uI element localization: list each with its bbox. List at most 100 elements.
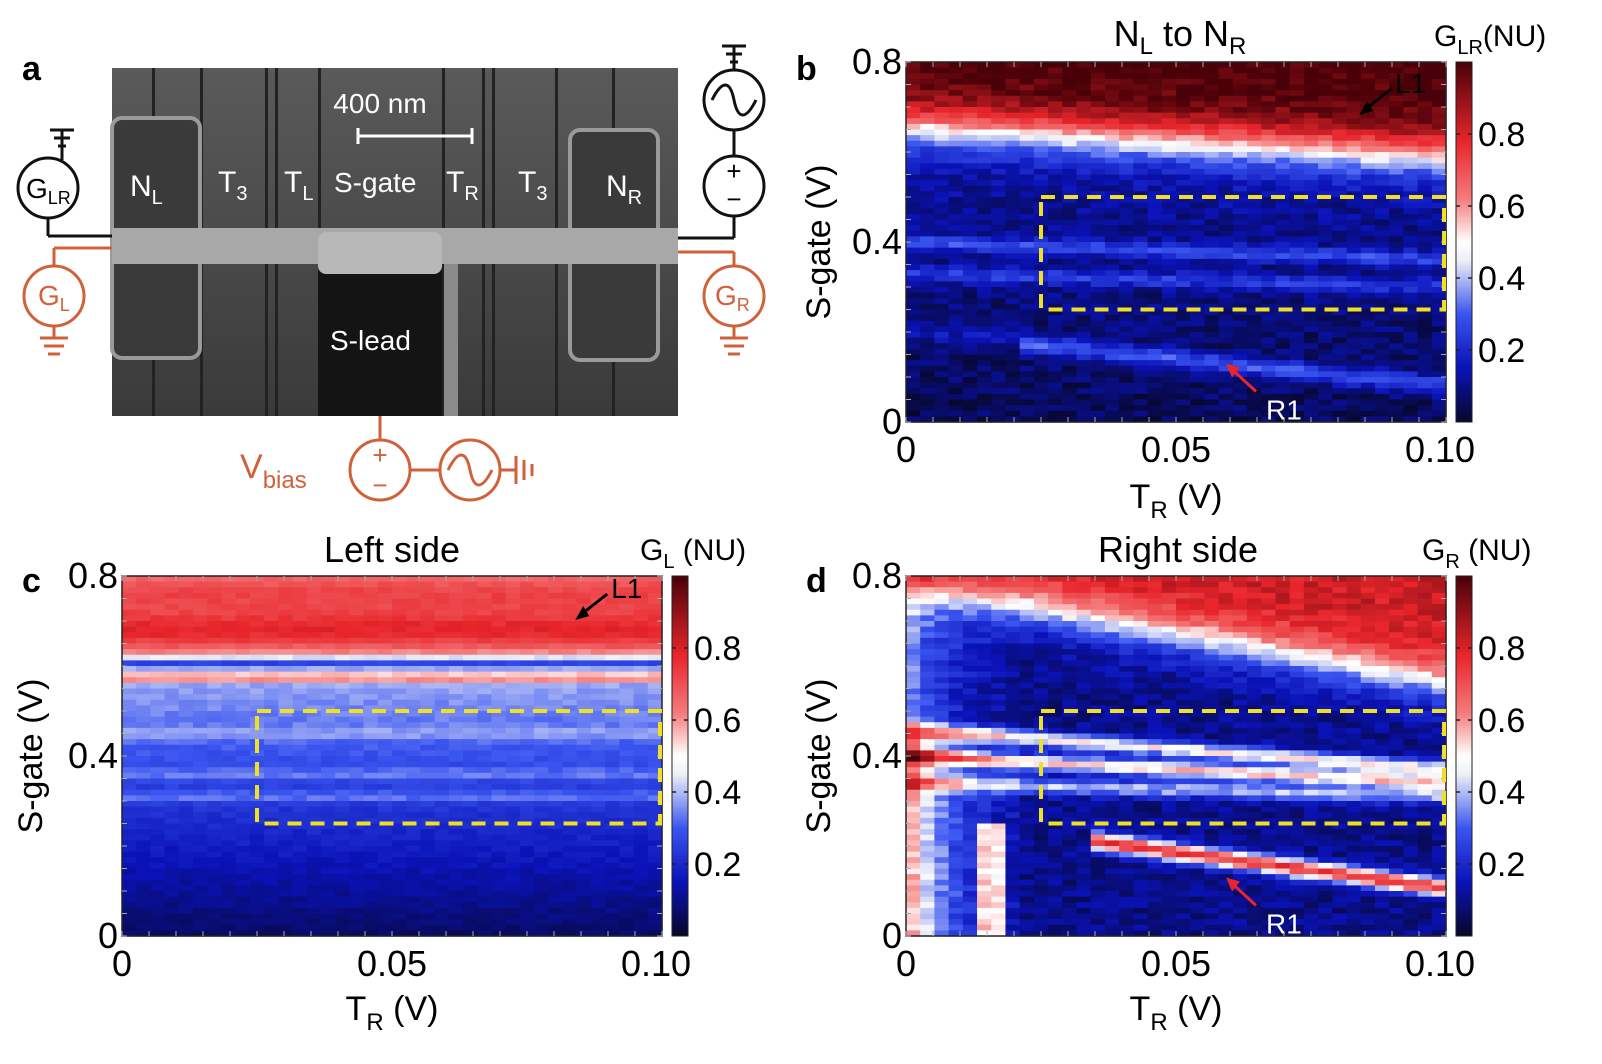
heatmap-cell	[562, 699, 578, 706]
heatmap-cell	[1147, 140, 1163, 147]
heatmap-cell	[292, 919, 308, 926]
heatmap-cell	[619, 750, 635, 757]
heatmap-cell	[1147, 129, 1163, 136]
heatmap-cell	[264, 896, 279, 903]
heatmap-cell	[1133, 393, 1149, 401]
label-tr: TR	[446, 166, 479, 205]
heatmap-cell	[136, 621, 152, 628]
heatmap-cell	[377, 733, 393, 740]
heatmap-cell	[392, 761, 407, 768]
heatmap-cell	[249, 637, 265, 645]
heatmap-cell	[534, 727, 549, 735]
heatmap-cell	[647, 829, 663, 836]
heatmap-cell	[576, 784, 592, 791]
heatmap-cell	[164, 834, 180, 841]
heatmap-cell	[906, 236, 921, 243]
heatmap-cell	[590, 744, 606, 751]
heatmap-cell	[1275, 303, 1291, 311]
heatmap-cell	[193, 891, 208, 898]
heatmap-cell	[948, 129, 964, 136]
heatmap-cell	[1261, 287, 1277, 294]
heatmap-cell	[534, 694, 549, 701]
heatmap-cell	[505, 823, 521, 830]
heatmap-cell	[1090, 320, 1106, 327]
heatmap-cell	[505, 789, 521, 796]
heatmap-cell	[1332, 107, 1348, 114]
heatmap-cell	[576, 913, 592, 920]
heatmap-cell	[1417, 354, 1433, 361]
heatmap-cell	[934, 146, 950, 153]
heatmap-cell	[633, 587, 649, 594]
heatmap-cell	[1104, 405, 1120, 412]
heatmap-cell	[647, 795, 663, 802]
heatmap-cell	[150, 868, 166, 875]
heatmap-cell	[633, 654, 649, 661]
heatmap-cell	[1389, 146, 1404, 153]
heatmap-cell	[962, 185, 978, 192]
heatmap-cell	[1090, 197, 1106, 204]
heatmap-cell	[1133, 365, 1149, 372]
heatmap-cell	[335, 722, 350, 729]
heatmap-cell	[264, 778, 279, 785]
heatmap-cell	[1374, 258, 1390, 266]
heatmap-cell	[477, 761, 493, 768]
heatmap-cell	[434, 885, 450, 892]
heatmap-cell	[448, 739, 464, 746]
heatmap-cell	[122, 885, 137, 892]
heatmap-cell	[448, 784, 464, 791]
heatmap-cell	[1005, 157, 1021, 164]
heatmap-cell	[477, 733, 493, 740]
heatmap-cell	[505, 919, 521, 926]
heatmap-cell	[1232, 382, 1248, 389]
heatmap-cell	[1275, 247, 1291, 254]
heatmap-cell	[1048, 152, 1063, 159]
heatmap-cell	[1332, 112, 1348, 119]
heatmap-cell	[306, 919, 322, 926]
heatmap-cell	[1389, 135, 1404, 142]
heatmap-cell	[122, 604, 137, 611]
heatmap-cell	[1431, 388, 1447, 395]
heatmap-cell	[1076, 416, 1092, 423]
heatmap-cell	[962, 253, 978, 260]
heatmap-cell	[1147, 348, 1163, 356]
heatmap-cell	[1289, 320, 1305, 327]
heatmap-cell	[1190, 236, 1206, 243]
heatmap-cell	[335, 778, 350, 785]
heatmap-cell	[1403, 348, 1419, 356]
heatmap-cell	[278, 576, 294, 583]
heatmap-cell	[1090, 393, 1106, 401]
heatmap-cell	[977, 157, 992, 164]
heatmap-cell	[335, 711, 350, 718]
heatmap-cell	[264, 885, 279, 892]
heatmap-cell	[320, 913, 336, 920]
heatmap-cell	[906, 84, 921, 91]
heatmap-cell	[1104, 90, 1120, 97]
heatmap-cell	[420, 716, 436, 723]
heatmap-cell	[1346, 174, 1362, 181]
heatmap-cell	[1204, 281, 1220, 288]
heatmap-cell	[1119, 242, 1134, 249]
heatmap-cell	[1431, 219, 1447, 226]
heatmap-cell	[136, 688, 152, 695]
heatmap-cell	[619, 705, 635, 712]
heatmap-cell	[1218, 253, 1234, 260]
heatmap-cell	[1005, 337, 1021, 344]
heatmap-cell	[221, 576, 237, 583]
heatmap-cell	[292, 722, 308, 729]
heatmap-cell	[434, 688, 450, 695]
heatmap-cell	[977, 315, 992, 322]
heatmap-cell	[306, 885, 322, 892]
heatmap-cell	[920, 360, 936, 367]
heatmap-cell	[548, 874, 564, 881]
heatmap-cell	[363, 576, 379, 583]
heatmap-cell	[1346, 90, 1362, 97]
heatmap-cell	[605, 846, 620, 853]
heatmap-cell	[1232, 242, 1248, 249]
heatmap-cell	[249, 727, 265, 735]
heatmap-cell	[377, 829, 393, 836]
heatmap-cell	[1033, 388, 1049, 395]
heatmap-cell	[178, 772, 194, 780]
heatmap-cell	[1417, 309, 1433, 316]
heatmap-cell	[647, 649, 663, 656]
heatmap-cell	[193, 592, 208, 600]
